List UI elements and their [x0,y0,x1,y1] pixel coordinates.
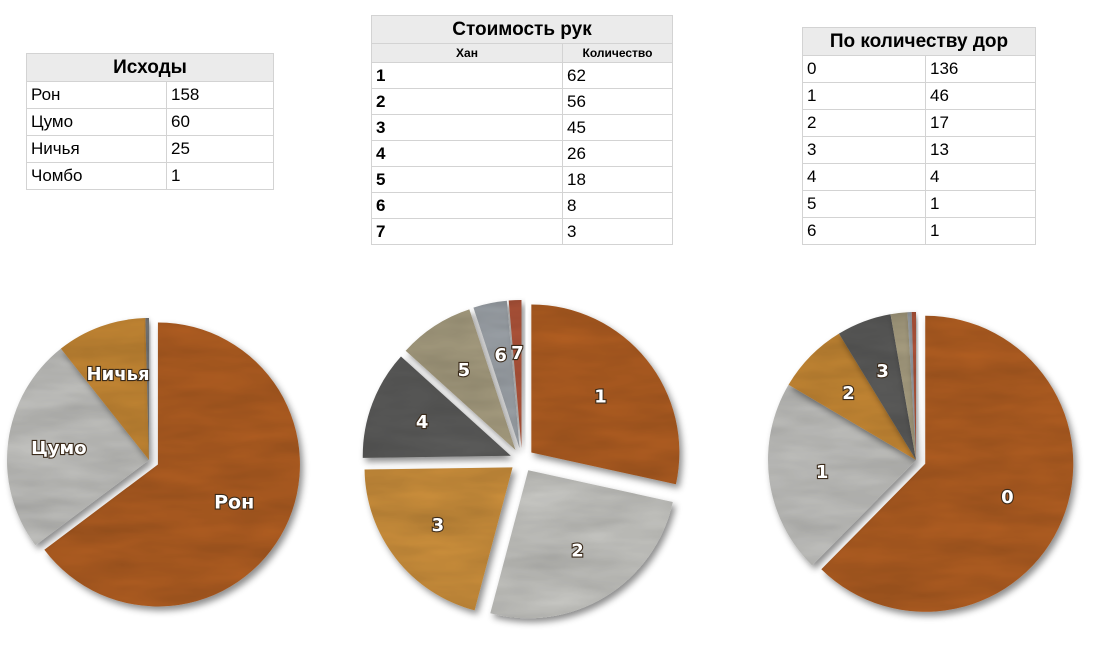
slice-label: Ничья [87,364,150,385]
pie-slice-2 [788,333,916,460]
pie-slice-texture [508,300,522,449]
pie-slice-6 [473,300,520,449]
column-header-count: Количество [562,43,673,63]
pie-slice-texture [60,318,150,460]
row-value: 1 [166,162,274,190]
pie-slice-texture [362,356,511,458]
pie-slice-texture [531,304,680,485]
hand-cost-table-title: Стоимость рук [371,15,673,44]
pie-slice-2 [490,470,673,619]
slice-label: 5 [458,360,471,381]
outcomes-pie: Рон Цумо Ничья [6,318,300,607]
slice-label: 7 [511,343,524,364]
pie-slice-5 [907,312,916,460]
pie-slice-texture [364,467,513,611]
pie-slice-Чомбо [145,318,149,460]
pie-slice-1 [768,384,916,566]
row-value: 46 [925,82,1036,110]
slice-label: 3 [876,361,889,382]
row-value: 3 [562,218,673,245]
pie-slice-5 [405,309,516,450]
row-label: 1 [802,82,926,110]
table-row: Чомбо 1 [26,162,274,190]
slice-label: 6 [494,345,507,366]
row-label: 3 [802,136,926,164]
row-value: 60 [166,108,274,136]
pie-slice-texture [907,312,916,460]
row-label: 3 [371,114,563,141]
pie-slice-4 [362,356,511,458]
slice-label: 1 [594,386,607,407]
pie-slice-texture [44,322,300,607]
pie-slice-3 [364,467,513,611]
pie-slice-7 [508,300,522,449]
dora-pie: 0 1 23 [768,312,1074,612]
slice-label: 2 [842,383,855,404]
table-row: Рон 158 [26,81,274,109]
table-row: 4 26 [371,140,673,167]
pie-slice-Цумо [6,348,150,546]
row-value: 45 [562,114,673,141]
pie-slice-4 [890,312,916,460]
table-row: 1 46 [802,82,1036,110]
slice-label: 1 [816,462,829,483]
pie-slice-3 [838,314,916,460]
outcomes-table: Исходы Рон 158 Цумо 60 Ничья 25 Чомбо 1 [26,53,274,190]
pie-slice-texture [473,300,520,449]
pie-slice-texture [911,312,916,460]
pie-slice-texture [145,318,149,460]
row-label: 4 [371,140,563,167]
pie-slice-texture [821,315,1074,612]
slice-label: Рон [214,492,254,514]
table-row: 2 17 [802,109,1036,137]
row-value: 1 [925,190,1036,218]
row-label: 7 [371,218,563,245]
row-value: 17 [925,109,1036,137]
row-value: 25 [166,135,274,163]
hand-cost-pie: 1 2 3 4 5 6 7 [362,300,680,619]
hand-cost-table: Стоимость рук Хан Количество 1 62 2 56 3 45 … [371,15,673,245]
pie-slice-texture [405,309,516,450]
row-label: 4 [802,163,926,191]
row-value: 26 [562,140,673,167]
outcomes-table-title: Исходы [26,53,274,82]
row-value: 158 [166,81,274,109]
row-label: 5 [802,190,926,218]
dora-table-title: По количеству дор [802,27,1036,56]
pie-slice-texture [490,470,673,619]
slice-label: Цумо [31,438,87,459]
row-label: Чомбо [26,162,167,190]
pie-slice-texture [768,384,916,566]
pie-slice-Ничья [60,318,150,460]
pie-slice-6 [911,312,916,460]
pie-slice-texture [788,333,916,460]
row-value: 1 [925,217,1036,245]
row-value: 56 [562,88,673,115]
slice-label: 0 [1001,487,1014,508]
pie-slice-texture [6,348,150,546]
table-row: Ничья 25 [26,135,274,163]
slice-label: 2 [571,541,584,562]
pie-slice-Рон [44,322,300,607]
row-label: 6 [802,217,926,245]
table-row: 3 45 [371,114,673,141]
column-header-han: Хан [371,43,563,63]
slice-label: 4 [416,412,429,433]
table-row: Цумо 60 [26,108,274,136]
row-label: Ничья [26,135,167,163]
pie-slice-texture [838,314,916,460]
slice-label: 3 [432,515,445,536]
pie-slice-texture [890,312,916,460]
pie-slice-0 [821,315,1074,612]
pie-slice-1 [531,304,680,485]
